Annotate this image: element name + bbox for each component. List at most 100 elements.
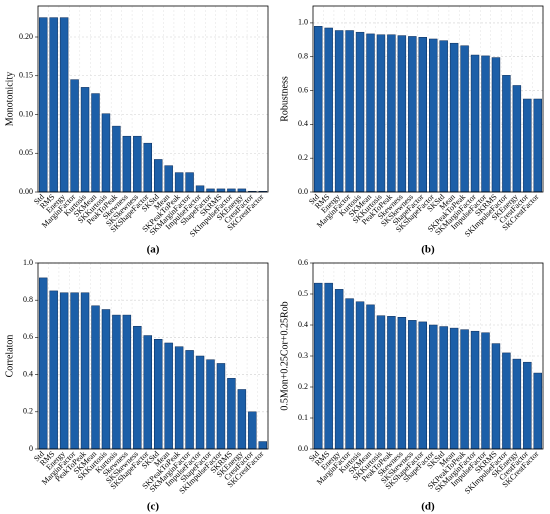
y-tick-label: 0.6 — [298, 258, 308, 267]
bar — [387, 34, 396, 193]
bar — [49, 17, 58, 193]
bar — [460, 45, 469, 193]
bar — [533, 372, 542, 450]
plot-frame — [312, 262, 544, 450]
bar — [101, 309, 111, 450]
bar — [143, 142, 152, 193]
bar — [143, 335, 152, 450]
bar — [70, 79, 79, 193]
bar — [366, 33, 375, 193]
bar — [502, 75, 511, 193]
bar — [122, 314, 132, 450]
plot-frame — [37, 5, 269, 193]
bar — [429, 38, 438, 193]
bar — [91, 93, 100, 193]
y-tick-label: 0.3 — [298, 351, 308, 360]
caption: (c) — [147, 501, 160, 513]
y-tick-label: 0.1 — [298, 413, 308, 422]
y-tick-label: 0.4 — [298, 320, 308, 329]
bar — [397, 35, 407, 193]
y-label-group: Correlaton — [4, 335, 15, 378]
bar — [258, 441, 267, 450]
bar — [185, 172, 194, 193]
bar — [334, 289, 344, 450]
bar — [122, 135, 132, 193]
bar — [345, 30, 354, 193]
bar — [397, 317, 407, 450]
bar — [470, 54, 480, 193]
y-tick-label: 0.2 — [23, 407, 33, 416]
bar — [470, 330, 480, 450]
bar — [523, 98, 532, 193]
bar — [512, 85, 522, 193]
bar — [376, 315, 386, 450]
bar — [449, 327, 459, 450]
y-tick-label: 0.00 — [19, 187, 33, 196]
y-tick-label: 0.4 — [298, 119, 308, 128]
y-tick-label: 0.6 — [23, 332, 33, 341]
bar — [408, 36, 417, 193]
y-tick-label: 0.10 — [19, 109, 33, 118]
bar — [112, 125, 121, 193]
caption: (b) — [421, 244, 435, 256]
bar — [39, 277, 48, 450]
bar — [481, 332, 490, 450]
y-axis-label: 0.5Mon+0.25Cor+0.25Rob — [279, 301, 290, 410]
bar — [206, 188, 215, 193]
bar — [418, 321, 427, 450]
y-tick-label: 0.8 — [23, 295, 33, 304]
bar — [174, 346, 184, 450]
bar — [491, 57, 501, 193]
bar — [216, 188, 226, 193]
bar — [314, 282, 323, 450]
bar — [345, 298, 354, 450]
bar — [164, 165, 173, 193]
bar — [80, 87, 90, 193]
bar — [408, 320, 417, 450]
y-tick-label: 0.2 — [298, 382, 308, 391]
y-tick-label: 0.0 — [298, 444, 308, 453]
y-tick-label: 0.6 — [298, 85, 308, 94]
bar — [133, 135, 142, 193]
bar — [324, 282, 333, 450]
y-label-group: Monotonicity — [4, 72, 15, 126]
plot-frame — [312, 5, 544, 193]
bar — [216, 363, 226, 450]
bar — [237, 188, 247, 193]
bar — [248, 411, 257, 450]
y-tick-label: 0.4 — [23, 369, 33, 378]
y-tick-label: 0.15 — [19, 71, 33, 80]
bar — [227, 378, 236, 450]
y-tick-label: 1.0 — [23, 258, 33, 267]
bar — [70, 292, 79, 450]
bar — [59, 17, 69, 193]
bar — [439, 40, 448, 193]
bar — [491, 343, 501, 450]
bar — [133, 325, 142, 450]
y-tick-label: 0.5 — [298, 289, 308, 298]
bar — [366, 304, 375, 450]
bar — [481, 55, 490, 193]
bar — [154, 159, 163, 193]
y-label-group: Robustness — [279, 76, 290, 122]
bar — [112, 314, 121, 450]
bar — [227, 188, 236, 193]
bar — [154, 339, 163, 450]
bar — [185, 350, 194, 450]
bar — [502, 352, 511, 450]
y-axis-label: Correlaton — [4, 335, 15, 378]
bar — [523, 361, 532, 450]
bar — [533, 98, 542, 193]
y-tick-label: 0.05 — [19, 148, 33, 157]
caption: (d) — [421, 501, 435, 513]
bar — [59, 292, 69, 450]
bar — [39, 17, 48, 193]
y-tick-label: 0.8 — [298, 52, 308, 61]
bar — [80, 292, 90, 450]
bar — [174, 172, 184, 193]
bar — [376, 34, 386, 193]
bar — [237, 389, 247, 450]
caption: (a) — [147, 244, 160, 256]
bar — [418, 37, 427, 193]
